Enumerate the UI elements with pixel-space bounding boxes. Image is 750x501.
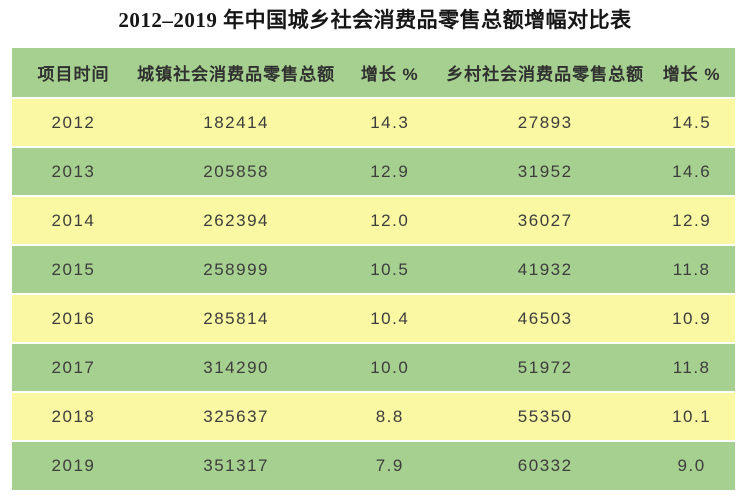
- cell-rural-growth: 14.6: [648, 146, 735, 196]
- cell-year: 2013: [12, 146, 135, 196]
- cell-urban-total: 205858: [134, 146, 338, 196]
- cell-rural-growth: 9.0: [648, 440, 735, 490]
- table-row-2016: 2016 285814 10.4 46503 10.9: [12, 293, 735, 343]
- cell-rural-total: 46503: [442, 293, 649, 343]
- cell-urban-growth: 12.0: [337, 195, 443, 245]
- cell-urban-total: 314290: [134, 342, 338, 392]
- table-row-2018: 2018 325637 8.8 55350 10.1: [12, 391, 735, 441]
- cell-year: 2019: [12, 440, 135, 490]
- column-header-rural-total: 乡村社会消费品零售总额: [446, 65, 645, 84]
- table-row-2014: 2014 262394 12.0 36027 12.9: [12, 195, 735, 245]
- table-row-2015: 2015 258999 10.5 41932 11.8: [12, 244, 735, 294]
- cell-rural-growth: 11.8: [648, 342, 735, 392]
- table-row-2017: 2017 314290 10.0 51972 11.8: [12, 342, 735, 392]
- cell-urban-growth: 10.4: [337, 293, 443, 343]
- column-header-urban-growth: 增长 %: [360, 65, 419, 84]
- cell-urban-total: 258999: [134, 244, 338, 294]
- cell-rural-growth: 14.5: [648, 97, 735, 147]
- cell-rural-growth: 10.1: [648, 391, 735, 441]
- table-row-2019: 2019 351317 7.9 60332 9.0: [12, 440, 735, 490]
- cell-year: 2012: [12, 97, 135, 147]
- cell-urban-growth: 7.9: [337, 440, 443, 490]
- cell-rural-total: 36027: [442, 195, 649, 245]
- cell-urban-growth: 12.9: [337, 146, 443, 196]
- column-header-period: 项目时间: [37, 65, 110, 84]
- cell-urban-total: 325637: [134, 391, 338, 441]
- comparison-table: 项目时间 城镇社会消费品零售总额 增长 % 乡村社会消费品零售总额 增长 % 2…: [12, 48, 735, 490]
- table-header-row: 项目时间 城镇社会消费品零售总额 增长 % 乡村社会消费品零售总额 增长 %: [12, 48, 735, 98]
- cell-urban-total: 182414: [134, 97, 338, 147]
- page-title: 2012–2019 年中国城乡社会消费品零售总额增幅对比表: [118, 8, 632, 32]
- cell-year: 2014: [12, 195, 135, 245]
- table-row-2013: 2013 205858 12.9 31952 14.6: [12, 146, 735, 196]
- cell-rural-growth: 12.9: [648, 195, 735, 245]
- cell-urban-total: 262394: [134, 195, 338, 245]
- cell-urban-growth: 14.3: [337, 97, 443, 147]
- cell-year: 2017: [12, 342, 135, 392]
- cell-rural-total: 51972: [442, 342, 649, 392]
- cell-rural-total: 27893: [442, 97, 649, 147]
- column-header-urban-total: 城镇社会消费品零售总额: [137, 65, 336, 84]
- cell-rural-total: 60332: [442, 440, 649, 490]
- cell-year: 2015: [12, 244, 135, 294]
- cell-urban-growth: 10.0: [337, 342, 443, 392]
- cell-rural-total: 31952: [442, 146, 649, 196]
- table-row-2012: 2012 182414 14.3 27893 14.5: [12, 97, 735, 147]
- cell-rural-growth: 10.9: [648, 293, 735, 343]
- cell-year: 2018: [12, 391, 135, 441]
- cell-urban-total: 285814: [134, 293, 338, 343]
- cell-urban-growth: 8.8: [337, 391, 443, 441]
- cell-urban-growth: 10.5: [337, 244, 443, 294]
- cell-rural-growth: 11.8: [648, 244, 735, 294]
- cell-rural-total: 55350: [442, 391, 649, 441]
- cell-urban-total: 351317: [134, 440, 338, 490]
- cell-year: 2016: [12, 293, 135, 343]
- column-header-rural-growth: 增长 %: [662, 65, 721, 84]
- cell-rural-total: 41932: [442, 244, 649, 294]
